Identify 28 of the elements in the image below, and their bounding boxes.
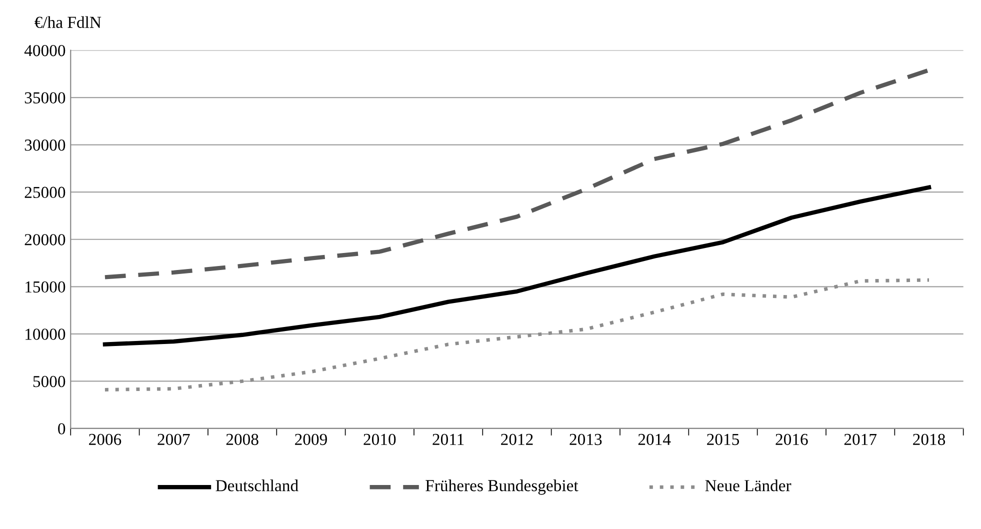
x-tick-label: 2018 xyxy=(913,434,946,446)
y-axis-title: €/ha FdlN xyxy=(34,16,102,28)
y-tick-label: 30000 xyxy=(24,140,66,151)
legend-label: Deutschland xyxy=(216,480,298,492)
line-series xyxy=(102,185,932,346)
y-tick-label: 15000 xyxy=(26,281,66,293)
y-tick-label: 35000 xyxy=(24,92,66,104)
x-tick-label: 2007 xyxy=(158,434,190,446)
y-tick-label: 25000 xyxy=(24,186,66,198)
x-tick-label: 2008 xyxy=(226,434,258,446)
x-tick-label: 2016 xyxy=(776,434,808,446)
x-tick-label: 2010 xyxy=(364,434,396,446)
y-tick-label: 5000 xyxy=(33,376,66,388)
x-tick-label: 2012 xyxy=(501,434,533,446)
x-tick-label: 2006 xyxy=(89,434,122,446)
x-tick-label: 2017 xyxy=(844,434,877,446)
line-series xyxy=(103,278,931,392)
legend-label: Neue Länder xyxy=(705,480,792,492)
y-tick-label: 10000 xyxy=(26,328,66,340)
x-tick-label: 2009 xyxy=(295,434,327,446)
x-tick-label: 2015 xyxy=(707,434,740,446)
x-tick-label: 2011 xyxy=(432,434,464,446)
y-tick-label: 0 xyxy=(58,423,66,434)
x-tick-label: 2014 xyxy=(638,434,671,446)
y-tick-label: 40000 xyxy=(24,44,66,56)
x-tick-label: 2013 xyxy=(570,434,602,446)
y-tick-label: 20000 xyxy=(24,234,66,246)
legend-label: Früheres Bundesgebiet xyxy=(426,480,578,495)
